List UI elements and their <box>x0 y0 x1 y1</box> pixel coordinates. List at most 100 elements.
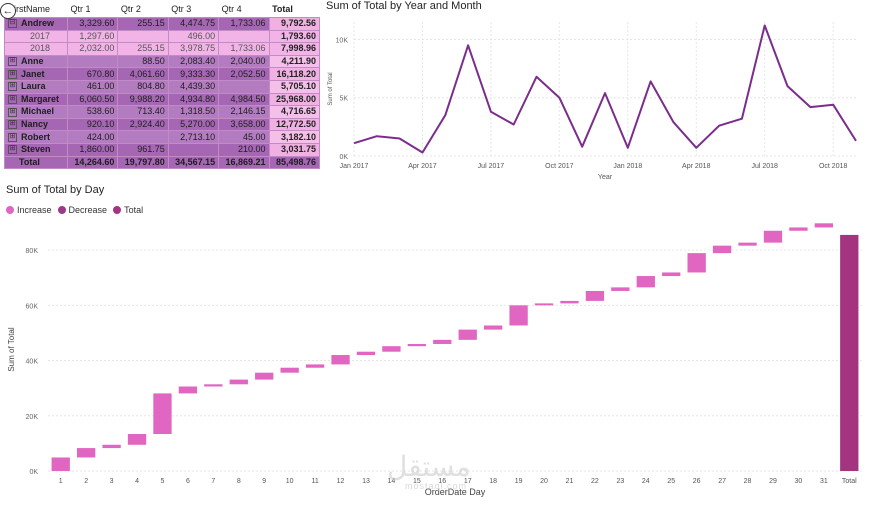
waterfall-bar-increase[interactable] <box>178 386 198 394</box>
legend-label-increase: Increase <box>17 205 52 215</box>
waterfall-bar-increase[interactable] <box>763 230 783 243</box>
matrix-cell-value <box>218 79 270 94</box>
line-point[interactable] <box>512 123 515 126</box>
matrix-row-year: 2017 1,297.60 496.00 1,793.60 <box>4 29 321 44</box>
waterfall-bar-increase[interactable] <box>687 253 706 273</box>
legend-label-total: Total <box>124 205 144 215</box>
waterfall-bar-total[interactable] <box>840 234 859 471</box>
matrix-header-qtr3[interactable]: Qtr 3 <box>168 0 219 18</box>
waterfall-bar-increase[interactable] <box>102 444 121 449</box>
waterfall-bar-increase[interactable] <box>433 339 452 344</box>
waterfall-bar-increase[interactable] <box>153 393 172 434</box>
line-point[interactable] <box>535 75 538 78</box>
line-point[interactable] <box>444 114 447 117</box>
line-x-tick-label: Apr 2017 <box>408 163 437 170</box>
waterfall-bar-increase[interactable] <box>509 305 528 326</box>
matrix-row-employee: ⊞ Michael 538.60 713.40 1,318.50 2,146.15 4,71… <box>4 105 321 119</box>
line-point[interactable] <box>672 121 675 124</box>
line-point[interactable] <box>558 96 561 99</box>
matrix-cell-name: ⊞ Robert <box>4 130 68 144</box>
waterfall-x-tick-label: 7 <box>211 478 215 485</box>
waterfall-bar-increase[interactable] <box>458 329 477 340</box>
waterfall-x-tick-label: 14 <box>388 478 396 485</box>
expand-icon[interactable]: ⊞ <box>8 94 17 104</box>
waterfall-bar-increase[interactable] <box>483 325 503 330</box>
line-x-tick-label: Apr 2018 <box>682 163 711 170</box>
waterfall-bar-increase[interactable] <box>255 372 274 380</box>
line-point[interactable] <box>375 135 378 138</box>
legend-item-total[interactable]: Total <box>113 205 143 215</box>
expand-icon[interactable]: ⊞ <box>8 69 17 79</box>
waterfall-bar-increase[interactable] <box>560 300 579 304</box>
line-y-tick-label: 5K <box>339 96 348 103</box>
waterfall-bar-increase[interactable] <box>407 343 427 347</box>
waterfall-bar-increase[interactable] <box>712 245 732 254</box>
line-point[interactable] <box>626 146 629 149</box>
waterfall-bar-increase[interactable] <box>534 303 554 306</box>
expand-icon[interactable]: ⊞ <box>8 120 17 130</box>
waterfall-bar-increase[interactable] <box>51 457 70 471</box>
line-point[interactable] <box>398 137 401 140</box>
waterfall-x-tick-label: 29 <box>769 478 777 485</box>
line-point[interactable] <box>353 142 356 145</box>
matrix-header-qtr2[interactable]: Qtr 2 <box>117 0 169 18</box>
waterfall-bar-increase[interactable] <box>662 272 681 277</box>
matrix-cell-value: 2,083.40 <box>167 54 220 69</box>
matrix-header-firstname[interactable]: FirstName <box>4 0 68 18</box>
waterfall-bar-increase[interactable] <box>611 287 630 291</box>
matrix-cell-value: 713.40 <box>117 105 169 119</box>
legend-item-decrease[interactable]: Decrease <box>57 205 107 215</box>
line-point[interactable] <box>604 92 607 95</box>
line-point[interactable] <box>832 103 835 106</box>
line-point[interactable] <box>809 106 812 109</box>
waterfall-bar-increase[interactable] <box>356 351 376 356</box>
line-point[interactable] <box>786 85 789 88</box>
legend-dot-increase <box>6 206 14 214</box>
line-point[interactable] <box>740 117 743 120</box>
matrix-cell-value: 2,052.50 <box>218 67 270 81</box>
legend-item-increase[interactable]: Increase <box>6 205 52 215</box>
line-point[interactable] <box>581 145 584 148</box>
waterfall-bar-increase[interactable] <box>636 276 655 288</box>
waterfall-y-tick-label: 80K <box>26 248 39 255</box>
line-point[interactable] <box>489 110 492 113</box>
expand-icon[interactable]: ⊞ <box>8 107 17 117</box>
waterfall-x-tick-label: 6 <box>186 478 190 485</box>
matrix-cell-value: 496.00 <box>167 29 220 44</box>
back-button[interactable]: ← <box>0 3 16 19</box>
waterfall-bar-increase[interactable] <box>204 384 223 387</box>
line-point[interactable] <box>763 24 766 27</box>
line-point[interactable] <box>649 80 652 83</box>
waterfall-bar-increase[interactable] <box>585 290 605 301</box>
line-point[interactable] <box>467 44 470 47</box>
matrix-header-total[interactable]: Total <box>269 0 320 18</box>
matrix-header-qtr1[interactable]: Qtr 1 <box>67 0 118 18</box>
waterfall-x-tick-label: 18 <box>489 478 497 485</box>
line-point[interactable] <box>855 139 858 142</box>
matrix-cell-value <box>167 142 220 157</box>
line-point[interactable] <box>718 124 721 127</box>
matrix-header-qtr4[interactable]: Qtr 4 <box>218 0 270 18</box>
expand-icon[interactable]: ⊞ <box>8 57 17 67</box>
waterfall-bar-increase[interactable] <box>382 346 401 352</box>
waterfall-bar-increase[interactable] <box>331 355 350 365</box>
waterfall-bar-increase[interactable] <box>76 448 96 458</box>
collapse-icon[interactable]: ⊟ <box>8 19 17 29</box>
matrix-total-label: Total <box>4 155 68 170</box>
legend-dot-decrease <box>57 206 66 214</box>
waterfall-bar-increase[interactable] <box>738 242 757 246</box>
expand-icon[interactable]: ⊞ <box>8 82 17 92</box>
waterfall-bar-increase[interactable] <box>305 364 325 368</box>
matrix-cell-value: 255.15 <box>117 17 169 31</box>
waterfall-bar-increase[interactable] <box>127 433 147 445</box>
expand-icon[interactable]: ⊞ <box>8 132 17 142</box>
line-point[interactable] <box>421 151 424 154</box>
line-point[interactable] <box>695 146 698 149</box>
waterfall-bar-increase[interactable] <box>814 223 834 228</box>
waterfall-bar-increase[interactable] <box>789 227 808 231</box>
line-series[interactable] <box>353 24 857 154</box>
waterfall-bar-increase[interactable] <box>229 379 248 385</box>
expand-icon[interactable]: ⊞ <box>8 145 17 155</box>
matrix-cell-value: 255.15 <box>117 42 169 56</box>
waterfall-bar-increase[interactable] <box>280 367 299 373</box>
